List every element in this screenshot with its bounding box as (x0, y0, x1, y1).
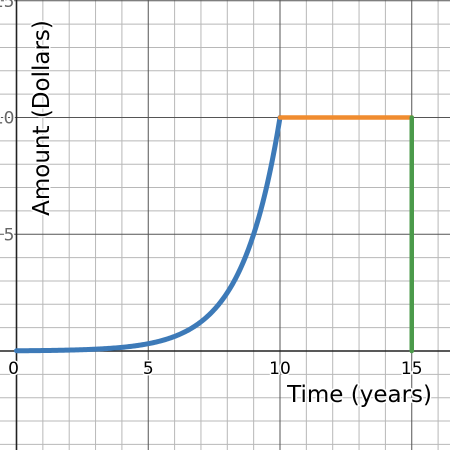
x-tick-label-5: 5 (143, 359, 154, 379)
y-axis-label: Amount (Dollars) (29, 20, 55, 216)
y-tick-label-15: 15 (0, 0, 15, 12)
x-tick-label-10: 10 (269, 359, 291, 379)
series-0-line (14, 115, 283, 354)
y-tick-label-10: 10 (0, 109, 15, 129)
x-axis-label: Time (years) (286, 382, 432, 408)
y-tick-label-5: 5 (4, 225, 15, 245)
x-tick-label-0: 0 (8, 359, 19, 379)
tick-labels: 0 5 10 15 5 10 15 (0, 0, 424, 381)
x-tick-label-15: 15 (401, 359, 423, 379)
series-layer (14, 115, 414, 354)
